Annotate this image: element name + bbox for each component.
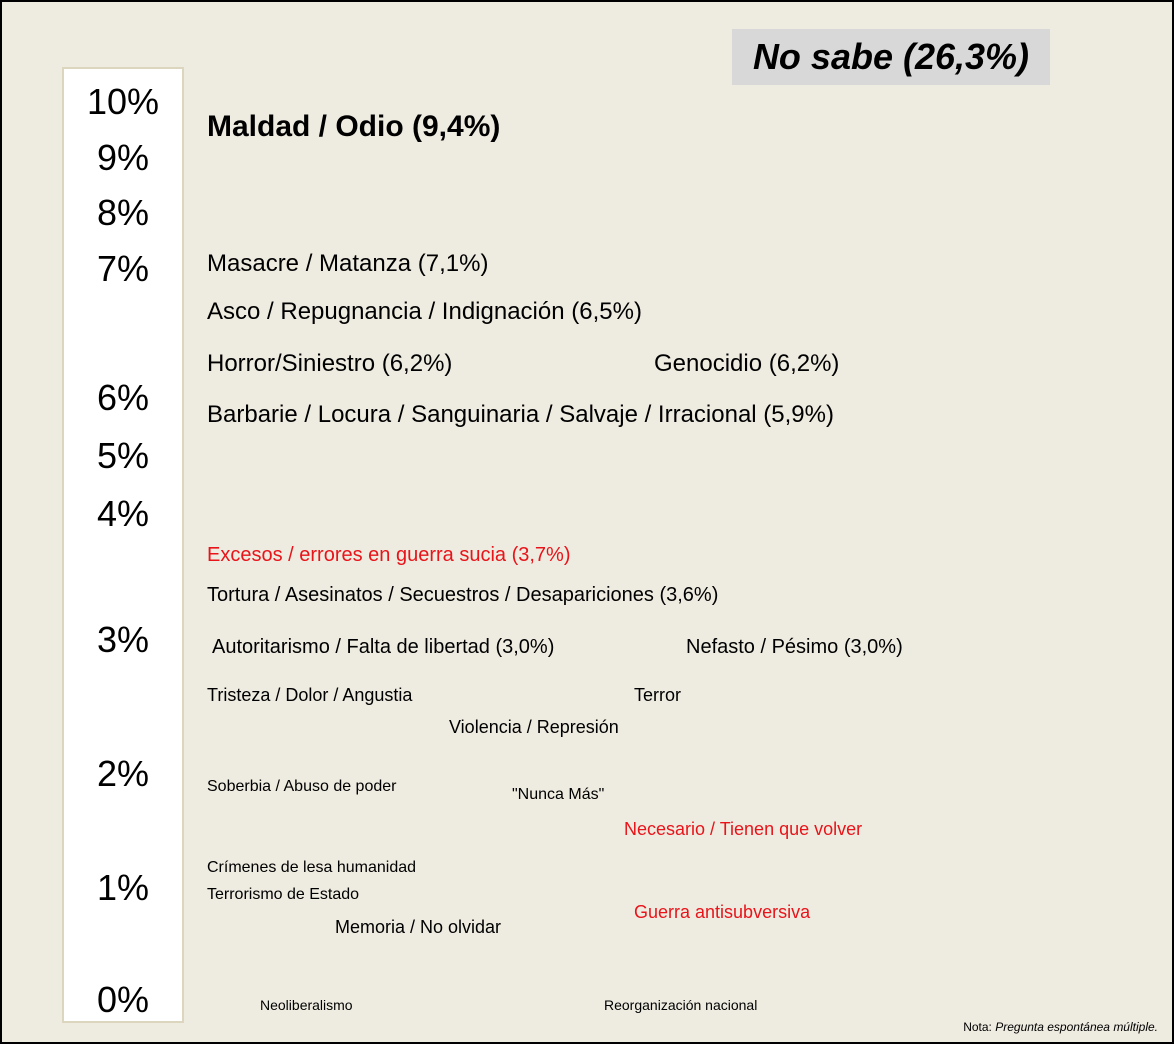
item-label: Maldad / Odio (9,4%)	[207, 110, 501, 143]
item-label: Nefasto / Pésimo (3,0%)	[686, 636, 903, 658]
scale-label: 2%	[96, 753, 150, 794]
item-label: Asco / Repugnancia / Indignación (6,5%)	[207, 298, 642, 325]
item-label: Masacre / Matanza (7,1%)	[207, 250, 489, 277]
item-label: Tortura / Asesinatos / Secuestros / Desa…	[207, 584, 719, 606]
scale-label: 1%	[96, 867, 150, 908]
item-label: Guerra antisubversiva	[634, 902, 811, 922]
scale-bar	[62, 67, 184, 1023]
scale-label: 10%	[86, 81, 160, 122]
no-sabe-label: No sabe (26,3%)	[752, 36, 1030, 77]
item-label: Neoliberalismo	[260, 997, 353, 1013]
item-label: Crímenes de lesa humanidad	[207, 859, 417, 876]
item-label: Excesos / errores en guerra sucia (3,7%)	[207, 544, 571, 566]
item-label: Memoria / No olvidar	[335, 917, 502, 937]
item-label: Terrorismo de Estado	[207, 886, 360, 903]
scale-label: 4%	[96, 493, 150, 534]
scale-label: 8%	[96, 192, 150, 233]
item-label: Autoritarismo / Falta de libertad (3,0%)	[212, 636, 555, 658]
scale-label: 7%	[96, 248, 150, 289]
item-label: Tristeza / Dolor / Angustia	[207, 685, 413, 705]
item-label: Genocidio (6,2%)	[654, 350, 840, 377]
scale-label: 6%	[96, 377, 150, 418]
item-label: Barbarie / Locura / Sanguinaria / Salvaj…	[207, 401, 834, 428]
item-label: Reorganización nacional	[604, 997, 758, 1013]
item-label: Violencia / Represión	[449, 717, 619, 737]
item-label: Soberbia / Abuso de poder	[207, 778, 397, 795]
note-label: Nota:	[963, 1020, 992, 1034]
scale-label: 3%	[96, 619, 150, 660]
item-label: Horror/Siniestro (6,2%)	[207, 350, 453, 377]
item-label: Necesario / Tienen que volver	[624, 819, 863, 839]
item-label: "Nunca Más"	[512, 786, 605, 803]
scale-label: 0%	[96, 979, 150, 1020]
note-text: Pregunta espontánea múltiple.	[995, 1020, 1158, 1034]
scale-label: 9%	[96, 137, 150, 178]
note: Nota: Pregunta espontánea múltiple.	[963, 1020, 1158, 1034]
no-sabe-box: No sabe (26,3%)	[732, 29, 1050, 85]
scale-label: 5%	[96, 435, 150, 476]
item-label: Terror	[634, 685, 682, 705]
